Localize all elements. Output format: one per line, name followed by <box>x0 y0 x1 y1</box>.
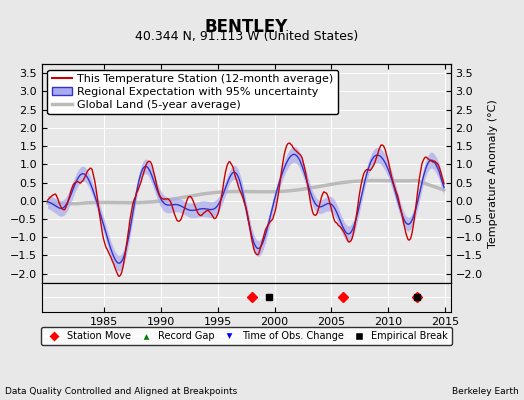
Text: Berkeley Earth: Berkeley Earth <box>452 387 519 396</box>
Legend: Station Move, Record Gap, Time of Obs. Change, Empirical Break: Station Move, Record Gap, Time of Obs. C… <box>41 327 452 345</box>
Y-axis label: Temperature Anomaly (°C): Temperature Anomaly (°C) <box>488 99 498 248</box>
Text: 40.344 N, 91.113 W (United States): 40.344 N, 91.113 W (United States) <box>135 30 358 43</box>
Text: Data Quality Controlled and Aligned at Breakpoints: Data Quality Controlled and Aligned at B… <box>5 387 237 396</box>
Legend: This Temperature Station (12-month average), Regional Expectation with 95% uncer: This Temperature Station (12-month avera… <box>48 70 338 114</box>
Text: BENTLEY: BENTLEY <box>204 18 288 36</box>
